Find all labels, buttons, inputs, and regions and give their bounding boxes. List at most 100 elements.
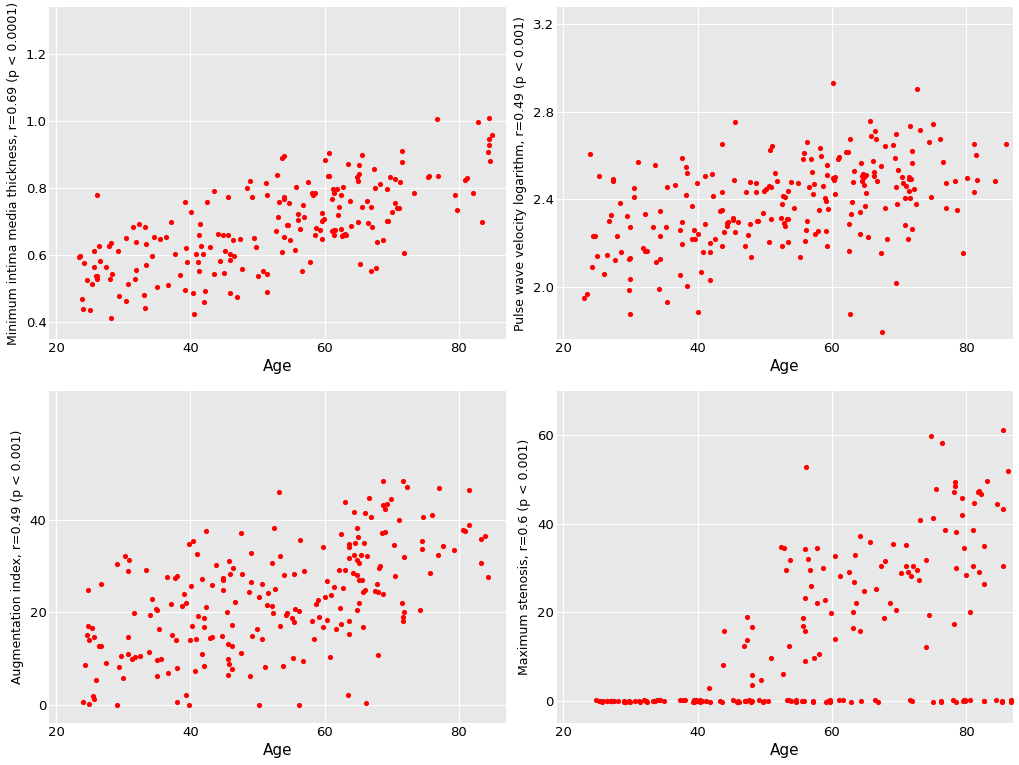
Point <box>198 601 214 613</box>
Point <box>275 231 291 243</box>
Point <box>999 465 1015 477</box>
Point <box>652 694 668 706</box>
Point <box>875 201 892 213</box>
X-axis label: Age: Age <box>263 743 292 758</box>
Point <box>932 696 949 708</box>
Point <box>249 623 265 635</box>
Point <box>270 211 286 223</box>
Point <box>637 695 653 708</box>
Point <box>394 156 411 168</box>
Point <box>845 164 861 177</box>
Point <box>109 558 125 570</box>
Point <box>233 646 250 659</box>
Point <box>811 142 827 155</box>
Point <box>138 238 154 250</box>
Point <box>576 292 592 304</box>
Point <box>677 161 693 174</box>
Point <box>742 252 758 264</box>
Point <box>894 177 910 189</box>
Point <box>206 185 222 197</box>
Point <box>622 695 638 708</box>
Point <box>339 158 356 171</box>
Point <box>224 562 240 575</box>
Point <box>897 220 913 232</box>
Point <box>679 168 695 180</box>
Point <box>888 277 904 289</box>
Point <box>900 171 916 183</box>
Point <box>196 660 212 672</box>
Point <box>282 234 299 246</box>
Point <box>816 195 833 207</box>
Point <box>296 565 312 578</box>
Point <box>674 238 690 250</box>
Point <box>273 151 289 164</box>
Point <box>341 615 358 627</box>
Point <box>845 575 861 588</box>
Point <box>845 606 861 618</box>
Point <box>736 640 752 652</box>
Point <box>919 608 935 620</box>
Point <box>388 202 405 214</box>
Point <box>762 213 779 226</box>
Point <box>946 480 962 492</box>
Point <box>180 698 197 711</box>
Point <box>761 144 777 156</box>
Point <box>311 223 327 236</box>
Point <box>163 629 179 641</box>
Point <box>190 256 206 268</box>
Point <box>283 612 300 624</box>
Point <box>375 499 391 511</box>
Point <box>220 555 236 568</box>
Point <box>727 226 743 238</box>
Point <box>246 232 262 244</box>
Point <box>590 170 606 182</box>
Point <box>412 604 428 616</box>
Point <box>79 584 96 596</box>
Point <box>876 140 893 152</box>
Point <box>704 190 720 203</box>
Point <box>149 670 165 682</box>
Point <box>227 595 244 607</box>
Point <box>285 617 302 629</box>
Point <box>231 233 248 246</box>
Point <box>232 527 249 539</box>
Point <box>872 326 889 338</box>
Point <box>645 695 661 707</box>
Point <box>130 217 147 230</box>
Point <box>847 597 863 609</box>
Point <box>862 130 878 142</box>
Point <box>604 175 621 187</box>
Point <box>274 246 290 259</box>
Point <box>997 138 1013 151</box>
Point <box>89 270 105 282</box>
Point <box>711 695 728 708</box>
Point <box>259 599 275 611</box>
Point <box>293 265 310 277</box>
Point <box>775 542 792 554</box>
Point <box>184 620 201 633</box>
Point <box>319 170 335 182</box>
Point <box>193 240 209 252</box>
Point <box>330 564 346 576</box>
Point <box>257 662 273 674</box>
Point <box>120 565 137 577</box>
Point <box>187 633 204 646</box>
Point <box>414 535 430 547</box>
Point <box>460 483 476 496</box>
Point <box>337 228 354 240</box>
Point <box>598 249 614 261</box>
Point <box>760 236 776 248</box>
Point <box>325 229 341 241</box>
Point <box>766 167 783 179</box>
Point <box>351 597 367 609</box>
Point <box>70 251 87 263</box>
Point <box>362 200 378 213</box>
Point <box>817 239 834 252</box>
Point <box>275 191 291 203</box>
Point <box>126 651 143 663</box>
Point <box>163 598 179 610</box>
Point <box>781 553 797 565</box>
Point <box>178 256 195 269</box>
Point <box>694 695 710 708</box>
Point <box>465 187 481 199</box>
